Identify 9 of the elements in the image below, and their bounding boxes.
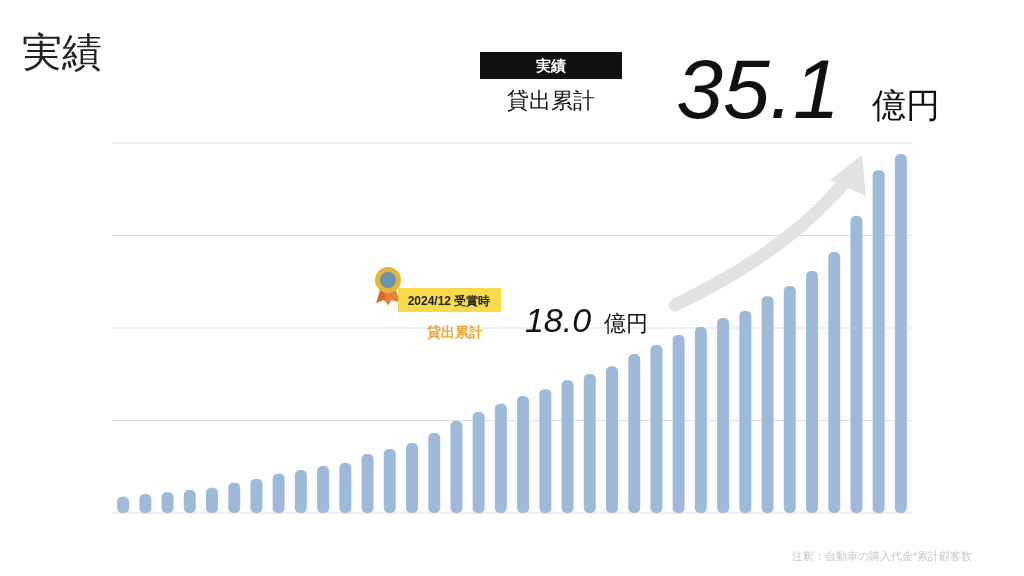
text: 実績 <box>535 57 566 74</box>
chart-title: 実績 <box>22 30 102 74</box>
text: 35.1 <box>676 42 840 136</box>
annotation: 18.0 <box>524 301 592 339</box>
text: 億円 <box>872 86 940 124</box>
annotation: 2024/12 受賞時 <box>407 294 491 308</box>
text: 貸出累計 <box>507 88 595 113</box>
annotation: 億円 <box>604 311 648 336</box>
annotation: 貸出累計 <box>426 324 483 340</box>
